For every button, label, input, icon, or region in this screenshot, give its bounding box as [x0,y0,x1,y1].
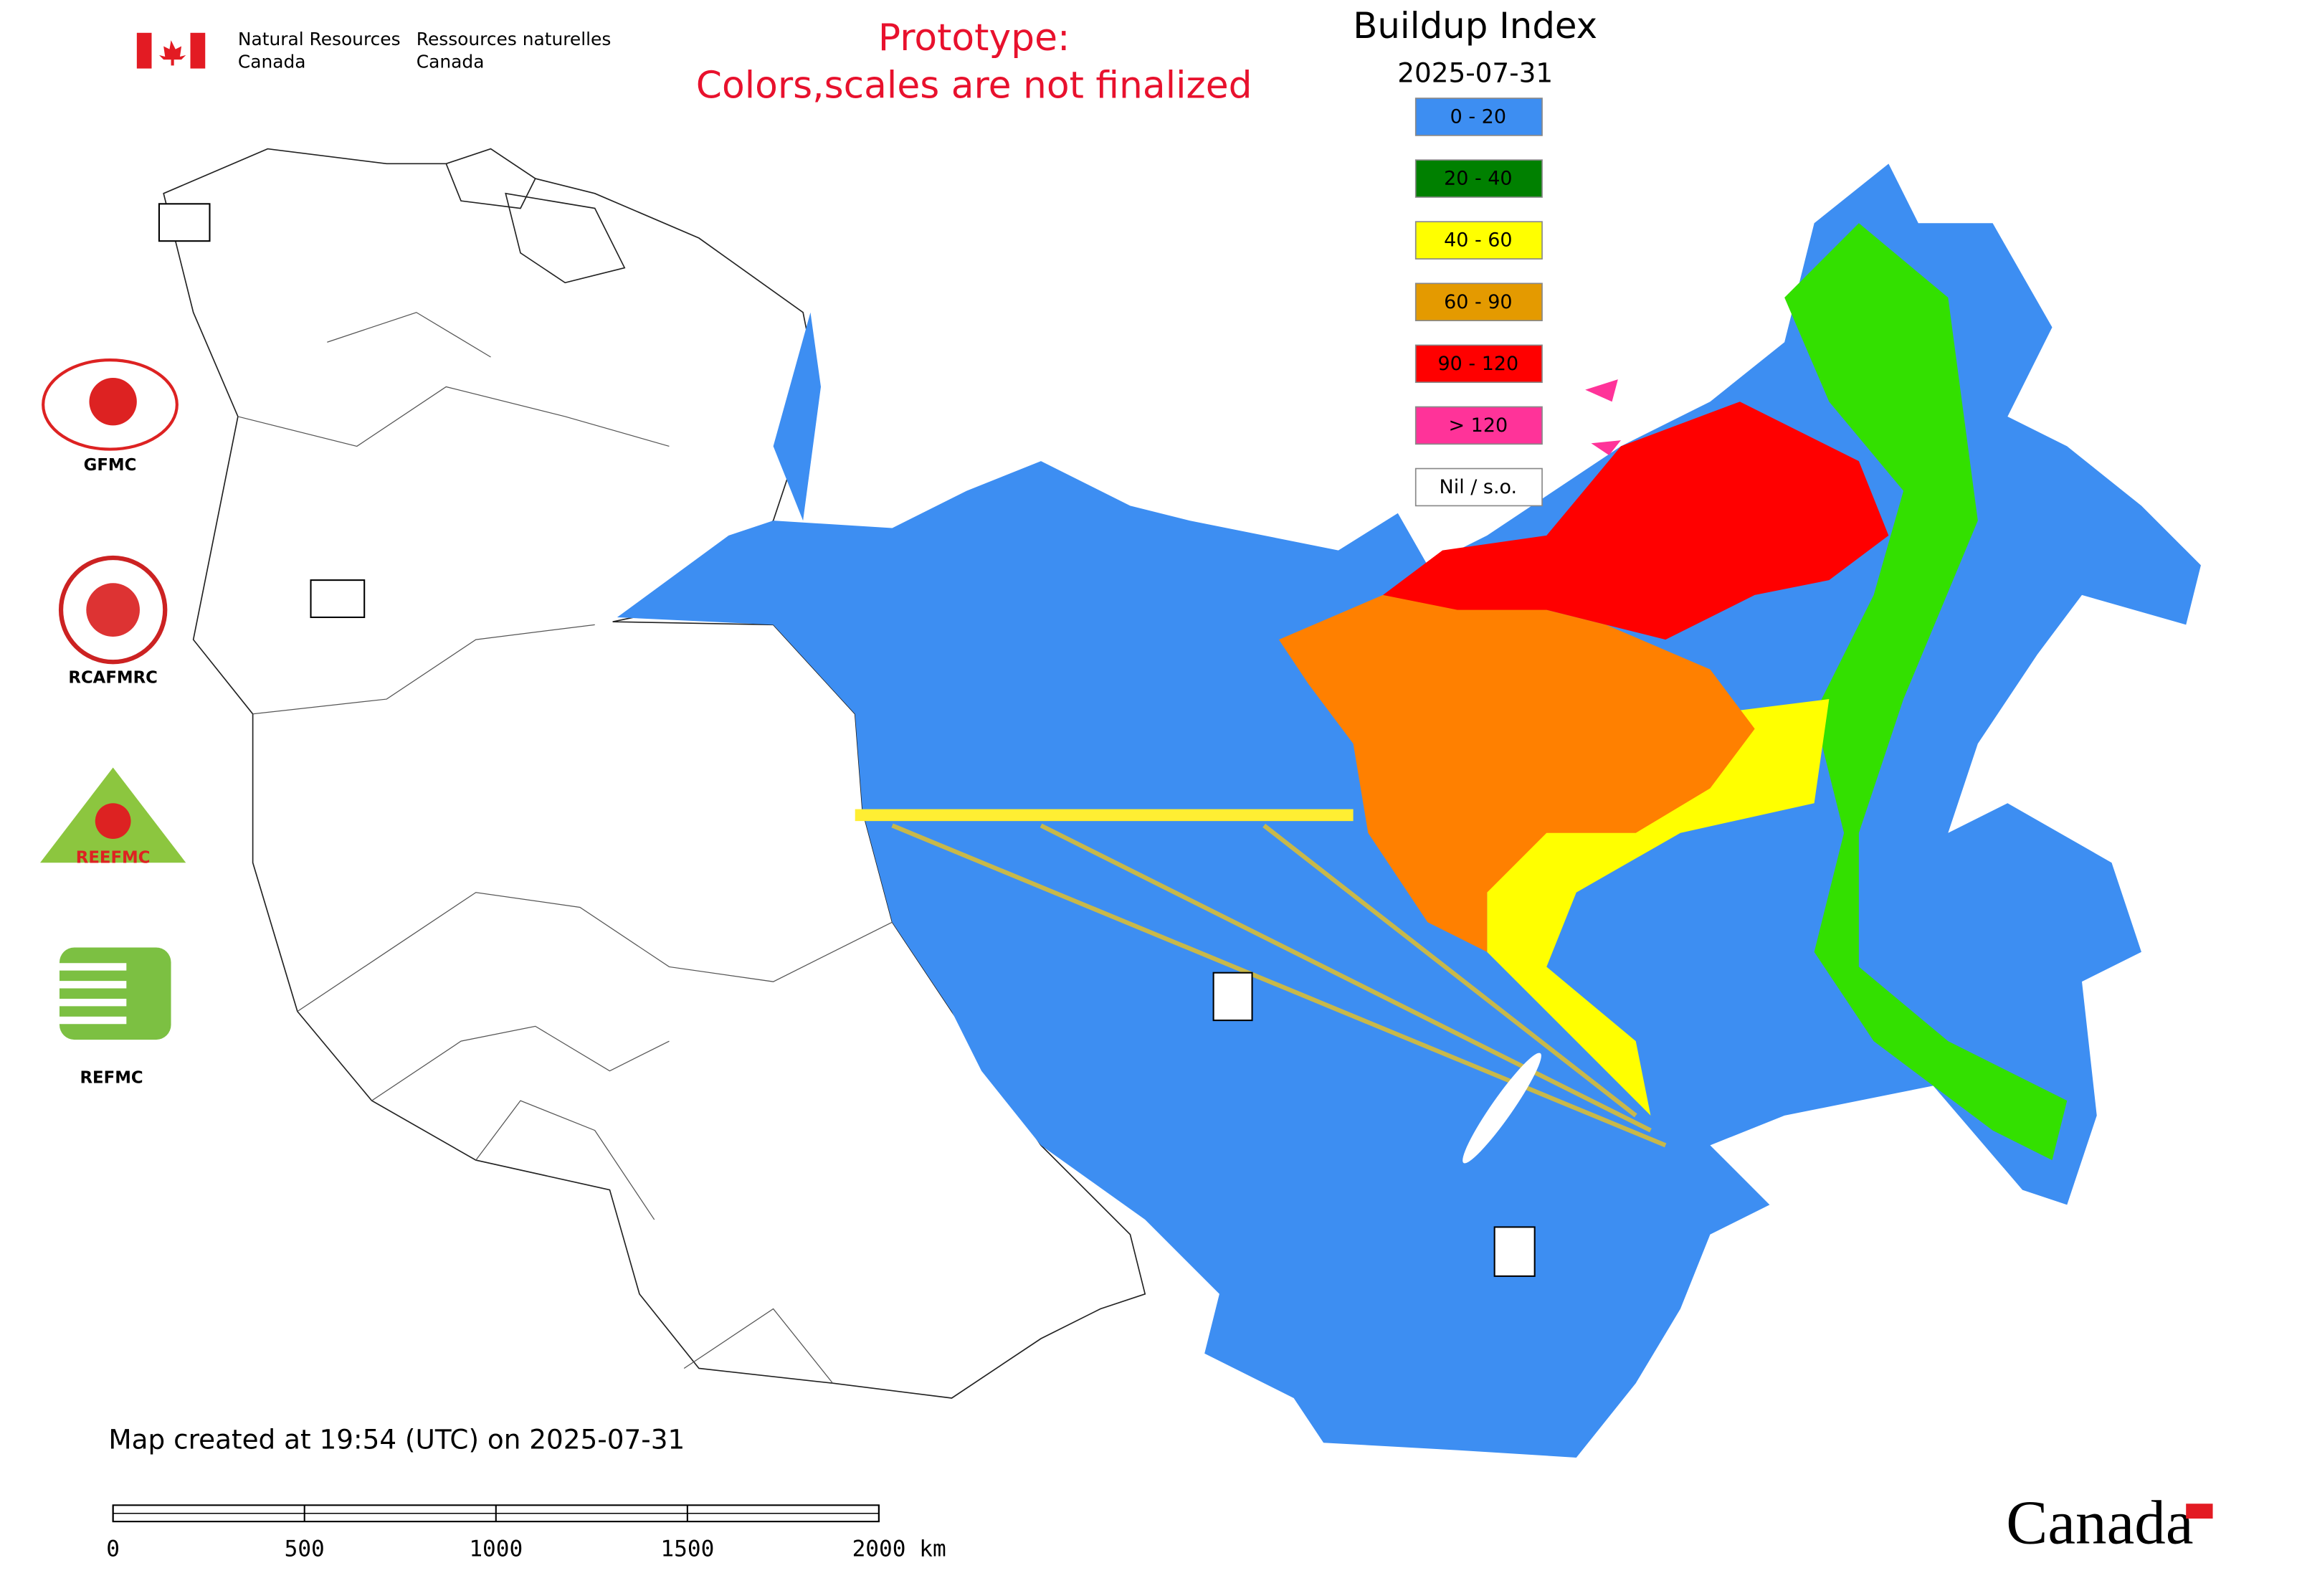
data-artifact [855,809,1354,822]
legend-label: 60 - 90 [1444,291,1512,313]
notice: Colors,scales are not finalized [696,65,1252,108]
legend-label: 40 - 60 [1444,229,1512,252]
scale-bar-label: 2000 km [852,1536,946,1562]
marker [158,203,211,242]
map-markers [158,203,1536,1277]
legend-swatch [1414,98,1543,136]
scale-bar-label: 1500 [660,1536,714,1562]
legend-label: > 120 [1449,414,1508,437]
bui-region-90-120 [1383,402,1889,640]
legend-label: 20 - 40 [1444,168,1512,190]
agency-en: Natural Resources [238,29,401,49]
scale-bar-label: 500 [285,1536,325,1562]
notice: Prototype: [878,16,1070,60]
legend-swatch [1414,467,1543,507]
data-artifact [891,823,1667,1148]
legend-swatch [1414,406,1543,445]
legend-label: Nil / s.o. [1440,476,1518,498]
agency-fr: Canada [417,51,485,72]
legend-label: 90 - 120 [1438,353,1519,375]
legend-swatch [1414,344,1543,384]
wordmark-flag [2186,1504,2213,1519]
logo-gfmc [89,378,137,426]
logo-gfmc [42,358,179,451]
legend-swatch [1414,221,1543,260]
flag [136,32,206,69]
canada-wordmark: Canada [2006,1488,2193,1557]
logos: GFMC RCAFMRC REEFMC REFMC [40,358,186,1088]
lake-baikal [1462,1053,1541,1164]
scale-bar-label: 0 [106,1536,120,1562]
legend: 0 - 20 20 - 40 40 - 60 60 - 90 90 - 120 > 120… [1414,98,1543,507]
bui-region-over-120 [1585,379,1621,455]
logo-reefmc [95,803,131,840]
legend-title: Buildup Index [1353,5,1597,47]
country-outline [163,148,1146,1399]
agency-fr: Ressources naturelles [417,29,612,49]
logo-label: REFMC [80,1069,143,1088]
logo-rcafmrc [86,583,140,637]
created-note: Map created at 19:54 (UTC) on 2025-07-31 [108,1424,685,1455]
legend-swatch [1414,159,1543,198]
logo-label: GFMC [84,456,137,475]
country-border [237,312,893,1384]
bui-region-60-90 [1278,594,1755,952]
scale-bar: 0 500 1000 1500 2000 km [106,1504,946,1562]
marker [1212,972,1253,1022]
agency-en: Canada [238,51,306,72]
legend-date: 2025-07-31 [1397,57,1553,88]
marker [1493,1226,1536,1277]
bui-region-0-20 [773,312,822,521]
logo-refmc [59,963,127,1025]
logo-label: RCAFMRC [68,669,157,688]
logo-label: REEFMC [76,849,151,868]
country-outline [445,148,626,284]
scale-bar-label: 1000 [469,1536,523,1562]
marker [310,579,366,619]
legend-swatch [1414,282,1543,321]
logo-refmc [59,947,171,1040]
bui-region-20-40 [1784,223,2068,1161]
legend-label: 0 - 20 [1450,106,1506,128]
